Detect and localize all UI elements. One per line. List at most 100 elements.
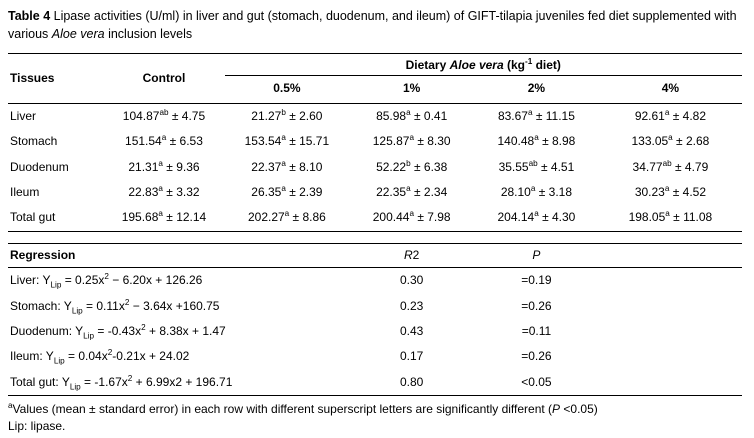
r-squared-value: 0.43 bbox=[399, 323, 424, 338]
value-mean: 200.44 bbox=[372, 210, 410, 225]
empty-header-cell bbox=[598, 242, 742, 269]
column-header-level-4pct: 4% bbox=[598, 75, 742, 104]
equation-term: = -0.43x bbox=[94, 323, 142, 338]
value-cell: 52.22b ± 6.38 bbox=[349, 155, 474, 180]
regression-equation: Ileum: YLip = 0.04x2-0.21x + 24.02 bbox=[8, 344, 349, 369]
value-standard-error: ± 4.82 bbox=[669, 108, 706, 123]
value-cell: 34.77ab ± 4.79 bbox=[599, 155, 742, 180]
empty-cell bbox=[598, 369, 742, 397]
value-mean: 35.55 bbox=[498, 159, 529, 174]
value-superscript: a bbox=[668, 133, 673, 143]
value-standard-error: ± 3.32 bbox=[162, 184, 200, 199]
value-cell: 140.48a ± 8.98 bbox=[474, 129, 599, 154]
value-mean: 28.10 bbox=[500, 184, 531, 199]
value-standard-error: ± 4.51 bbox=[537, 159, 575, 174]
r-squared-value: 0.30 bbox=[399, 273, 424, 288]
value-mean: 52.22 bbox=[376, 159, 407, 174]
value-mean: 198.05 bbox=[628, 210, 666, 225]
value-cell: 195.68a ± 12.14 bbox=[103, 205, 225, 232]
group-header-exponent: -1 bbox=[524, 57, 533, 66]
section-gap bbox=[8, 231, 742, 243]
equation-exponent: 2 bbox=[127, 373, 133, 383]
p-value: =0.11 bbox=[521, 323, 552, 338]
equation-exponent: 2 bbox=[141, 322, 146, 332]
value-standard-error: ± 7.98 bbox=[413, 210, 451, 225]
equation-term: = 0.25x bbox=[61, 273, 105, 288]
value-mean: 202.27 bbox=[247, 210, 285, 225]
value-standard-error: ± 11.15 bbox=[532, 108, 575, 123]
value-standard-error: ± 4.52 bbox=[669, 184, 706, 199]
r-squared-number: 2 bbox=[412, 247, 420, 262]
footnote-text: Values (mean ± standard error) in each r… bbox=[12, 402, 553, 417]
column-header-level-2pct: 2% bbox=[474, 75, 599, 104]
empty-cell bbox=[599, 294, 742, 319]
table-row: Total gut 195.68a ± 12.14 202.27a ± 8.86… bbox=[8, 205, 742, 232]
value-standard-error: ± 2.34 bbox=[410, 184, 448, 199]
group-header-species: Aloe vera bbox=[449, 58, 504, 72]
table-caption-end: inclusion levels bbox=[104, 26, 193, 41]
column-header-level-1pct: 1% bbox=[349, 75, 475, 104]
value-mean: 21.31 bbox=[128, 159, 159, 174]
value-superscript: a bbox=[284, 209, 290, 219]
value-mean: 133.05 bbox=[631, 134, 669, 149]
value-mean: 85.98 bbox=[376, 108, 407, 123]
value-cell: 153.54a ± 15.71 bbox=[225, 129, 350, 154]
regression-row: Duodenum: YLip = -0.43x2 + 8.38x + 1.47 … bbox=[8, 319, 742, 344]
p-header: P bbox=[474, 242, 599, 269]
table-caption-text: Lipase activities (U/ml) in liver and gu… bbox=[8, 9, 737, 41]
table-caption-number: Table 4 bbox=[8, 9, 51, 23]
regression-equation: Stomach: YLip = 0.11x2 − 3.64x +160.75 bbox=[8, 294, 349, 319]
value-mean: 195.68 bbox=[121, 210, 159, 225]
table-row: Duodenum 21.31a ± 9.36 22.37a ± 8.10 52.… bbox=[8, 155, 742, 180]
value-standard-error: ± 8.98 bbox=[538, 134, 576, 149]
tissue-label: Ileum bbox=[10, 184, 40, 199]
equation-term: − 6.20x + 126.26 bbox=[108, 273, 203, 288]
p-value: =0.26 bbox=[521, 349, 552, 364]
equation-term: + 6.99x2 + 196.71 bbox=[132, 374, 233, 389]
value-cell: 26.35a ± 2.39 bbox=[225, 180, 350, 205]
value-standard-error: ± 6.53 bbox=[166, 134, 203, 149]
tissue-label: Stomach bbox=[10, 134, 58, 149]
equation-term: = -1.67x bbox=[80, 374, 128, 389]
value-superscript: a bbox=[665, 209, 670, 219]
value-mean: 153.54 bbox=[244, 134, 282, 149]
value-cell: 92.61a ± 4.82 bbox=[599, 103, 742, 129]
regression-row: Ileum: YLip = 0.04x2-0.21x + 24.02 0.17 … bbox=[8, 344, 742, 369]
equation-name: Liver: Y bbox=[10, 273, 51, 288]
value-superscript: a bbox=[534, 133, 539, 143]
value-cell: 104.87ab ± 4.75 bbox=[103, 103, 224, 129]
value-cell: 85.98a ± 0.41 bbox=[349, 103, 474, 129]
table-caption: Table 4 Lipase activities (U/ml) in live… bbox=[8, 8, 742, 43]
value-mean: 92.61 bbox=[634, 108, 665, 123]
value-superscript: a bbox=[158, 209, 163, 219]
equation-term: = 0.11x bbox=[82, 298, 125, 313]
value-cell: 22.35a ± 2.34 bbox=[349, 180, 474, 205]
equation-term: + 8.38x + 1.47 bbox=[145, 323, 226, 338]
value-standard-error: ± 12.14 bbox=[162, 210, 207, 225]
header-row-top: Tissues Control Dietary Aloe vera (kg-1 … bbox=[8, 53, 742, 104]
value-standard-error: ± 0.41 bbox=[410, 108, 448, 123]
value-superscript: a bbox=[158, 158, 163, 168]
regression-equation: Liver: YLip = 0.25x2 − 6.20x + 126.26 bbox=[8, 268, 349, 294]
tissue-label: Liver bbox=[10, 108, 37, 123]
value-mean: 22.35 bbox=[376, 184, 407, 199]
value-cell: 125.87a ± 8.30 bbox=[349, 129, 474, 154]
equation-subscript: Lip bbox=[50, 280, 62, 290]
value-mean: 83.67 bbox=[497, 108, 528, 123]
value-mean: 21.27 bbox=[251, 108, 282, 123]
column-header-control: Control bbox=[103, 53, 225, 104]
tissue-data-section: Liver 104.87ab ± 4.75 21.27b ± 2.60 85.9… bbox=[8, 103, 742, 232]
value-superscript: a bbox=[281, 158, 286, 168]
table-row: Stomach 151.54a ± 6.53 153.54a ± 15.71 1… bbox=[8, 129, 742, 154]
footnote-p-symbol: P bbox=[552, 402, 561, 417]
empty-cell bbox=[599, 268, 742, 294]
r-squared-symbol: R bbox=[403, 247, 413, 262]
equation-name: Duodenum: Y bbox=[10, 323, 84, 338]
group-header-post: diet) bbox=[532, 58, 561, 72]
value-cell: 22.37a ± 8.10 bbox=[225, 155, 350, 180]
equation-subscript: Lip bbox=[53, 356, 65, 366]
table-header: Tissues Control Dietary Aloe vera (kg-1 … bbox=[8, 53, 742, 104]
tissue-label: Total gut bbox=[8, 205, 104, 232]
equation-term: = 0.04x bbox=[64, 349, 108, 364]
value-cell: 133.05a ± 2.68 bbox=[599, 129, 742, 154]
